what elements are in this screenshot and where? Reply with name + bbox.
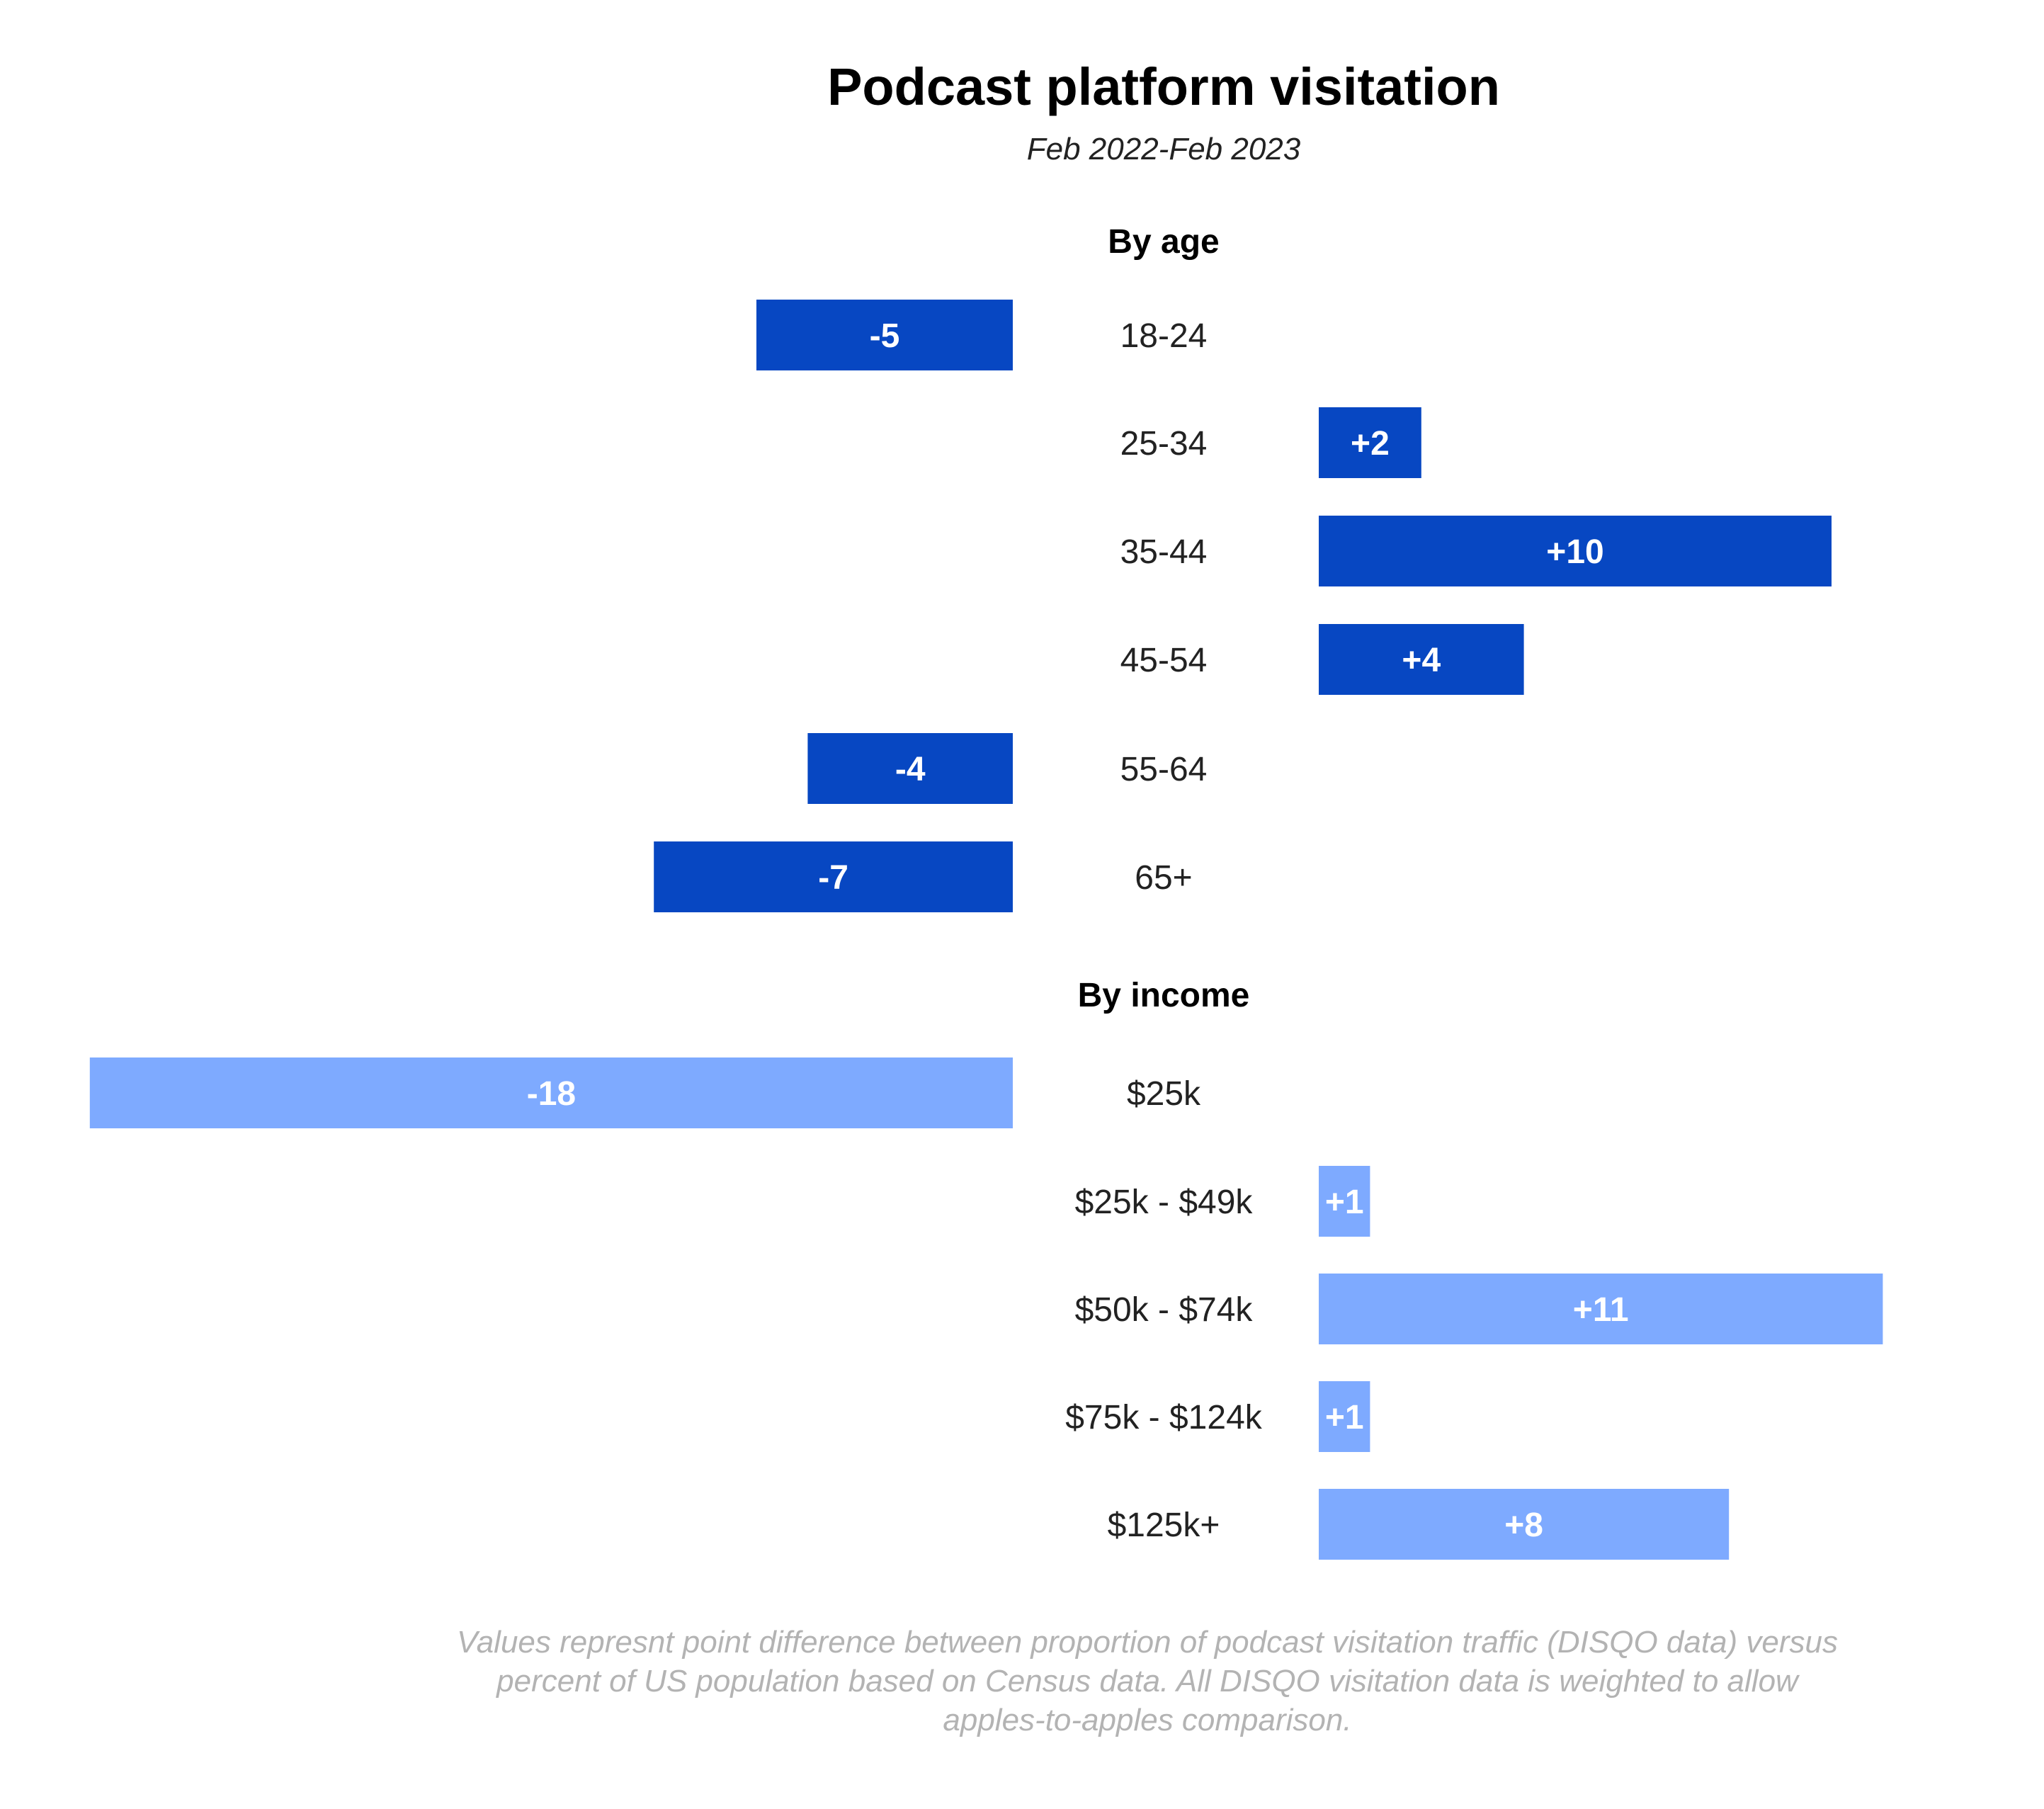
bar-value-label: -7 (818, 859, 848, 897)
category-label: $50k - $74k (1075, 1291, 1254, 1329)
bar-value-label: -18 (527, 1075, 576, 1113)
bar-value-label: +2 (1351, 425, 1390, 463)
bar-value-label: +11 (1573, 1291, 1629, 1329)
category-label: 55-64 (1120, 751, 1208, 788)
category-label: 18-24 (1120, 317, 1208, 355)
bar-$25k (89, 1057, 1013, 1128)
bar-55-64 (807, 733, 1013, 804)
section-heading-income: By income (1078, 977, 1250, 1014)
bar-value-label: +1 (1325, 1399, 1364, 1436)
category-label: 25-34 (1120, 425, 1208, 463)
bar-25-34 (1319, 407, 1421, 478)
chart-subtitle: Feb 2022-Feb 2023 (1027, 132, 1301, 166)
bar-value-label: -5 (870, 317, 900, 355)
bar-35-44 (1319, 516, 1832, 586)
bar-$25k - $49k (1319, 1166, 1370, 1237)
category-label: $25k - $49k (1075, 1184, 1254, 1221)
category-label: $75k - $124k (1065, 1399, 1263, 1436)
footnote-line: apples-to-apples comparison. (943, 1703, 1351, 1737)
bar-45-54 (1319, 624, 1524, 695)
bar-$125k+ (1319, 1489, 1730, 1560)
footnote-line: percent of US population based on Census… (495, 1664, 1800, 1699)
bar-value-label: +4 (1402, 642, 1441, 679)
chart-title: Podcast platform visitation (827, 57, 1500, 116)
bars-layer: -5 18-24 +2 25-34 +10 35-44 +4 45-54 -4 55-64 -7 65… (89, 300, 1883, 1560)
category-label: 35-44 (1120, 533, 1208, 571)
category-label: 65+ (1135, 859, 1192, 897)
category-label: $125k+ (1108, 1507, 1220, 1544)
bar-value-label: +8 (1504, 1507, 1543, 1544)
section-heading-age: By age (1108, 223, 1219, 261)
bar-18-24 (756, 300, 1013, 370)
bar-65+ (654, 841, 1013, 912)
category-label: $25k (1127, 1075, 1201, 1113)
bar-value-label: +1 (1325, 1184, 1364, 1221)
footnote: Values represnt point difference between… (457, 1625, 1838, 1737)
bar-value-label: +10 (1546, 533, 1603, 571)
bar-value-label: -4 (895, 751, 926, 788)
category-label: 45-54 (1120, 642, 1208, 679)
bar-$50k - $74k (1319, 1274, 1883, 1344)
bar-$75k - $124k (1319, 1381, 1370, 1452)
footnote-line: Values represnt point difference between… (457, 1625, 1838, 1660)
